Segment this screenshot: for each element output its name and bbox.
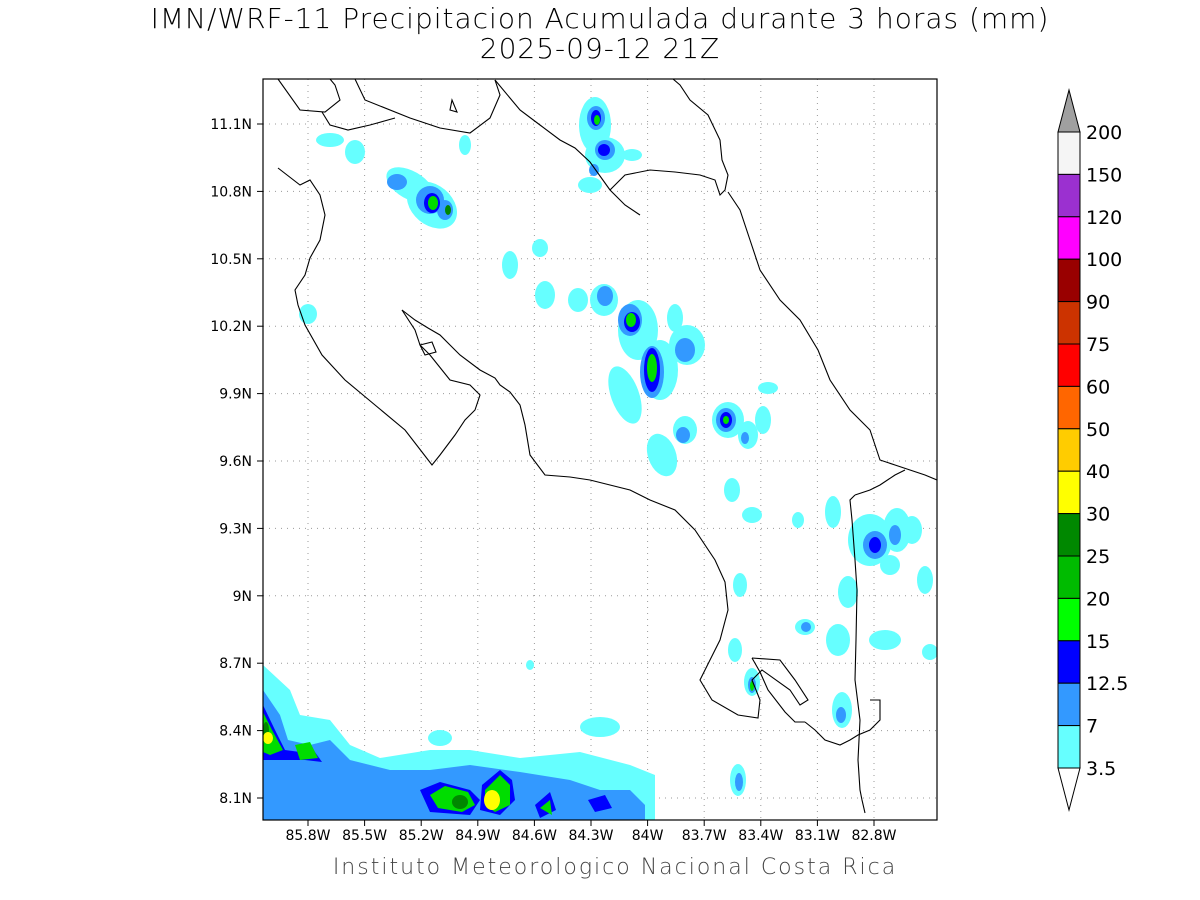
lat-tick-label: 9.3N xyxy=(219,521,252,537)
lat-tick-label: 8.4N xyxy=(219,724,252,740)
legend-level-label: 100 xyxy=(1086,249,1122,271)
legend-level-label: 25 xyxy=(1086,546,1110,568)
coastlines xyxy=(277,79,937,814)
legend-swatch xyxy=(1057,470,1081,515)
longitude-axis: 85.8W 85.5W 85.2W 84.9W 84.6W 84.3W 84W 83.7W 83… xyxy=(285,820,897,844)
legend-swatch xyxy=(1057,597,1081,642)
lat-tick-label: 9.6N xyxy=(219,454,252,470)
legend-level-label: 60 xyxy=(1086,376,1110,398)
legend-level-label: 120 xyxy=(1086,207,1122,229)
legend-swatch xyxy=(1057,725,1081,769)
legend-level-label: 75 xyxy=(1086,334,1110,356)
lat-tick-label: 8.7N xyxy=(219,656,252,672)
legend-swatch xyxy=(1057,385,1081,430)
legend-level-label: 15 xyxy=(1086,631,1110,653)
plot-frame xyxy=(262,78,938,821)
legend-swatch xyxy=(1057,682,1081,727)
lon-tick-label: 85.2W xyxy=(399,828,444,844)
latitude-axis: 11.1N 10.8N 10.5N 10.2N 9.9N 9.6N 9.3N 9N 8.7N 8.… xyxy=(210,117,263,807)
legend-swatch xyxy=(1057,301,1081,345)
legend-swatch xyxy=(1057,640,1081,684)
lon-tick-label: 84.9W xyxy=(455,828,500,844)
precip-12p5-areas xyxy=(263,110,881,818)
lon-tick-label: 83.4W xyxy=(738,828,783,844)
legend-swatch xyxy=(1057,555,1081,599)
legend-swatch xyxy=(1057,131,1081,175)
legend-swatch xyxy=(1057,513,1081,557)
legend-level-label: 200 xyxy=(1086,122,1122,144)
lon-tick-label: 84.6W xyxy=(512,828,557,844)
lat-tick-label: 10.5N xyxy=(210,252,252,268)
precipitation-field xyxy=(263,97,937,820)
lat-tick-label: 8.1N xyxy=(219,791,252,807)
lat-tick-label: 10.2N xyxy=(210,319,252,335)
precip-40-areas xyxy=(263,732,500,810)
legend-swatch xyxy=(1057,428,1081,472)
map-title: IMN/WRF-11 Precipitacion Acumulada duran… xyxy=(150,2,1050,35)
lon-tick-label: 84W xyxy=(632,828,664,844)
lat-tick-label: 11.1N xyxy=(210,117,252,133)
lon-tick-label: 85.8W xyxy=(285,828,330,844)
legend-level-label: 50 xyxy=(1086,419,1110,441)
legend-swatch xyxy=(1057,216,1081,260)
legend-over-triangle xyxy=(1057,88,1081,133)
precip-15-areas xyxy=(263,115,754,815)
footer-credit: Instituto Meteorologico Nacional Costa R… xyxy=(332,855,898,880)
lon-tick-label: 82.8W xyxy=(851,828,896,844)
legend-under-triangle xyxy=(1057,767,1081,812)
legend-level-label: 20 xyxy=(1086,588,1110,610)
legend-level-label: 90 xyxy=(1086,292,1110,314)
precip-7-areas xyxy=(263,106,901,820)
lon-tick-label: 83.7W xyxy=(682,828,727,844)
lon-tick-label: 83.1W xyxy=(795,828,840,844)
legend-level-label: 150 xyxy=(1086,164,1122,186)
lon-tick-label: 85.5W xyxy=(342,828,387,844)
legend-level-label: 12.5 xyxy=(1086,673,1128,695)
map-valid-time: 2025-09-12 21Z xyxy=(479,32,721,65)
legend-level-label: 3.5 xyxy=(1086,758,1116,780)
lat-tick-label: 9.9N xyxy=(219,387,252,403)
legend-level-label: 40 xyxy=(1086,461,1110,483)
lon-tick-label: 84.3W xyxy=(568,828,613,844)
lat-tick-label: 10.8N xyxy=(210,184,252,200)
color-legend: 200 150 120 100 90 75 60 50 40 30 25 20 15 12.5 7 3.5 xyxy=(1057,88,1128,812)
legend-swatch xyxy=(1057,173,1081,218)
lat-tick-label: 9N xyxy=(233,589,252,605)
legend-level-label: 7 xyxy=(1086,716,1098,738)
legend-level-label: 30 xyxy=(1086,504,1110,526)
legend-swatch xyxy=(1057,258,1081,303)
legend-swatch xyxy=(1057,343,1081,387)
